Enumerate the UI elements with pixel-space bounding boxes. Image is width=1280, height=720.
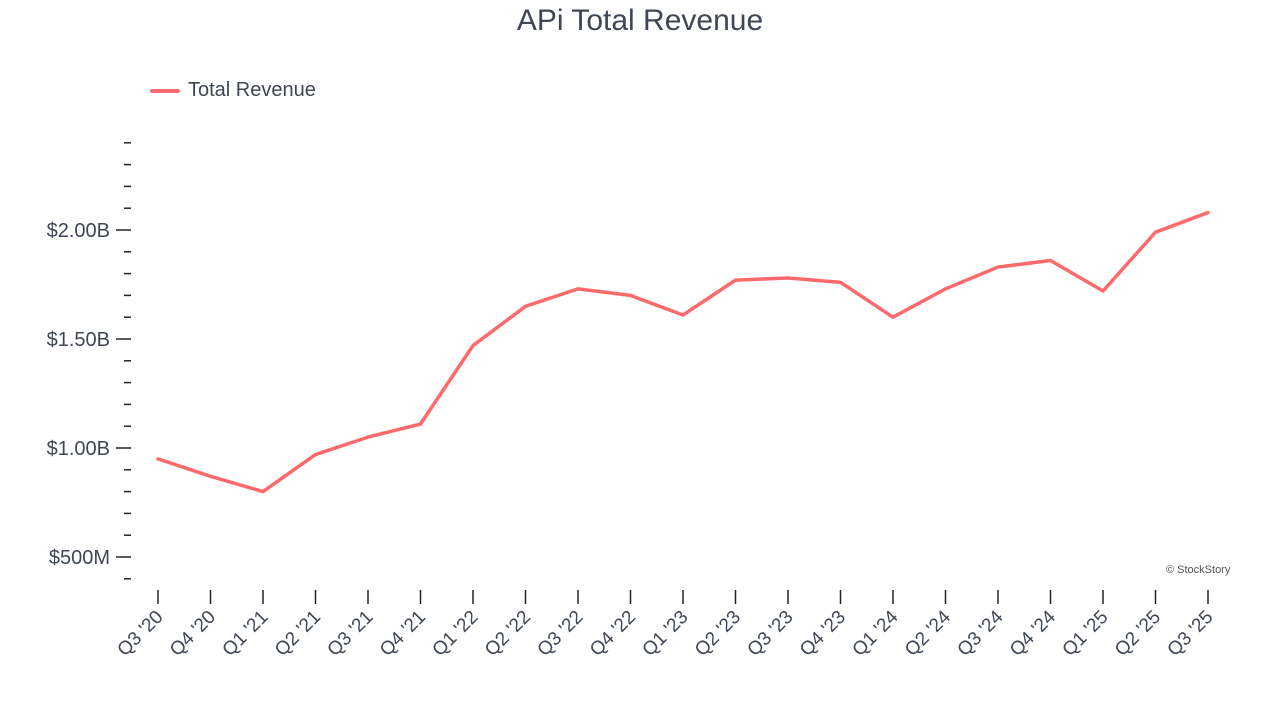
x-tick-label: Q2 '23 [691, 607, 745, 661]
x-tick-label: Q1 '24 [849, 606, 903, 660]
x-tick-label: Q3 '25 [1164, 607, 1218, 661]
y-tick-label: $2.00B [47, 220, 110, 242]
x-tick-label: Q3 '22 [534, 607, 588, 661]
x-tick-label: Q4 '20 [166, 607, 220, 661]
y-tick-label: $1.50B [47, 329, 110, 351]
x-tick-label: Q4 '21 [376, 607, 430, 661]
x-tick-label: Q4 '23 [796, 607, 850, 661]
chart-title: APi Total Revenue [516, 4, 764, 37]
x-tick-label: Q1 '23 [639, 607, 693, 661]
x-tick-label: Q2 '22 [481, 607, 535, 661]
x-tick-label: Q3 '23 [744, 607, 798, 661]
x-tick-label: Q3 '21 [324, 607, 378, 661]
legend-label: Total Revenue [188, 79, 316, 101]
x-tick-label: Q3 '24 [954, 606, 1008, 660]
x-tick-label: Q2 '24 [901, 606, 955, 660]
x-tick-label: Q4 '24 [1006, 606, 1060, 660]
legend: Total Revenue [150, 79, 316, 102]
legend-swatch [150, 88, 180, 93]
x-tick-label: Q1 '22 [429, 607, 483, 661]
x-tick-label: Q1 '25 [1059, 607, 1113, 661]
y-tick-label: $500M [49, 547, 110, 569]
x-tick-label: Q3 '20 [114, 607, 168, 661]
y-tick-label: $1.00B [47, 438, 110, 460]
watermark-credit: © StockStory [1166, 564, 1231, 576]
x-tick-label: Q2 '25 [1111, 607, 1165, 661]
x-tick-label: Q1 '21 [219, 607, 273, 661]
x-tick-label: Q4 '22 [586, 607, 640, 661]
series-line-total-revenue [156, 210, 1210, 494]
x-tick-label: Q2 '21 [271, 607, 325, 661]
